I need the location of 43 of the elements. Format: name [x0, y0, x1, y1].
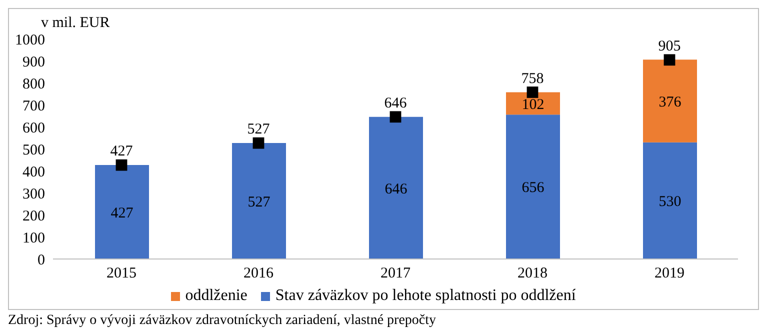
point	[252, 137, 264, 149]
total-label: 758	[521, 70, 544, 87]
point	[116, 159, 128, 171]
total-label: 527	[247, 122, 270, 138]
y-tick-label: 200	[22, 208, 45, 224]
bar	[232, 143, 286, 259]
y-axis-title: v mil. EUR	[41, 15, 110, 32]
y-tick-label: 400	[22, 164, 45, 180]
y-tick-label: 700	[22, 98, 45, 114]
y-tick-label: 0	[38, 252, 45, 268]
x-tick-label: 2016	[244, 266, 274, 282]
data-label: 646	[384, 181, 408, 198]
y-tick-label: 500	[22, 142, 45, 158]
bar	[643, 142, 697, 259]
y-tick-label: 100	[22, 230, 45, 246]
bar	[643, 60, 697, 142]
x-tick-label: 2018	[518, 266, 548, 282]
y-tick-label: 300	[22, 186, 45, 202]
bar	[369, 116, 423, 259]
total-label: 905	[658, 38, 681, 54]
data-label: 102	[522, 96, 544, 113]
x-tick-label: 2015	[106, 266, 136, 282]
bar	[95, 165, 149, 259]
data-label: 376	[658, 94, 682, 110]
data-label: 656	[522, 180, 545, 196]
point	[664, 54, 676, 66]
text: Zdroj: Správy o vývoji záväzkov zdravotníckych zariadení, vlastné prepočty	[8, 313, 438, 329]
y-tick-label: 900	[22, 54, 45, 70]
y-tick-label: 600	[22, 120, 45, 136]
total-label: 427	[110, 144, 134, 160]
point	[526, 86, 538, 98]
data-label: 530	[658, 194, 682, 210]
y-tick-label: 1000	[15, 32, 45, 48]
y-tick-label: 800	[22, 76, 45, 92]
x-tick-label: 2017	[380, 266, 411, 282]
x-tick-label: 2019	[654, 266, 684, 282]
legend-label: Stav záväzkov po lehote splatnosti po oddlžení	[274, 287, 576, 305]
point	[390, 111, 402, 123]
data-label: 527	[248, 194, 271, 210]
bar	[506, 114, 560, 259]
legend-label: oddlženie	[184, 287, 248, 305]
data-label: 427	[110, 205, 134, 222]
total-label: 646	[384, 95, 408, 112]
